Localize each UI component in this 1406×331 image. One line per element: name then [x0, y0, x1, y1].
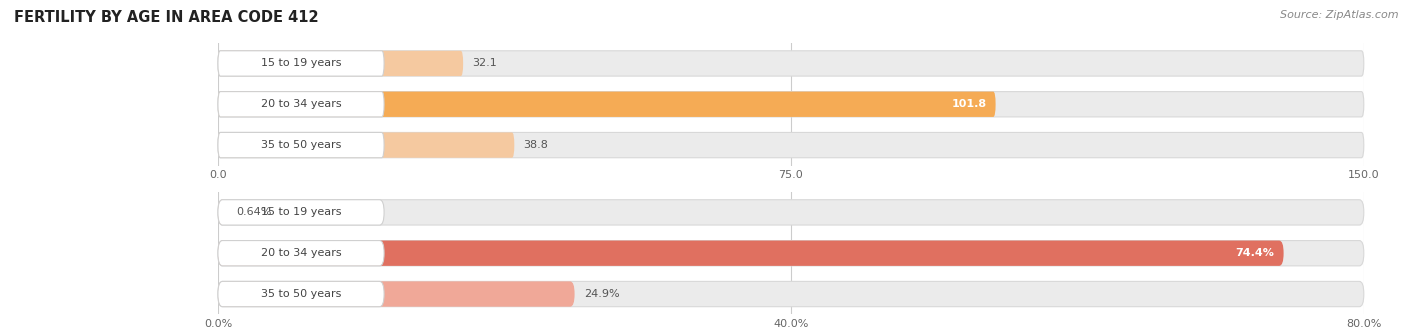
- FancyBboxPatch shape: [218, 241, 384, 266]
- Text: Source: ZipAtlas.com: Source: ZipAtlas.com: [1281, 10, 1399, 20]
- Text: 32.1: 32.1: [472, 59, 498, 69]
- Text: 15 to 19 years: 15 to 19 years: [260, 208, 342, 217]
- FancyBboxPatch shape: [218, 132, 384, 158]
- FancyBboxPatch shape: [218, 51, 384, 76]
- Text: 20 to 34 years: 20 to 34 years: [260, 248, 342, 258]
- FancyBboxPatch shape: [218, 92, 995, 117]
- FancyBboxPatch shape: [218, 200, 1364, 225]
- FancyBboxPatch shape: [218, 281, 575, 307]
- FancyBboxPatch shape: [218, 132, 1364, 158]
- FancyBboxPatch shape: [218, 200, 384, 225]
- Text: 74.4%: 74.4%: [1236, 248, 1274, 258]
- FancyBboxPatch shape: [218, 132, 515, 158]
- FancyBboxPatch shape: [218, 200, 228, 225]
- Text: 101.8: 101.8: [952, 99, 987, 109]
- FancyBboxPatch shape: [218, 241, 1364, 266]
- FancyBboxPatch shape: [218, 92, 384, 117]
- Text: 0.64%: 0.64%: [236, 208, 271, 217]
- Text: 20 to 34 years: 20 to 34 years: [260, 99, 342, 109]
- Text: 35 to 50 years: 35 to 50 years: [262, 289, 342, 299]
- FancyBboxPatch shape: [218, 281, 1364, 307]
- Text: 35 to 50 years: 35 to 50 years: [262, 140, 342, 150]
- Text: 38.8: 38.8: [523, 140, 548, 150]
- FancyBboxPatch shape: [218, 51, 463, 76]
- Text: 15 to 19 years: 15 to 19 years: [260, 59, 342, 69]
- Text: 24.9%: 24.9%: [583, 289, 620, 299]
- FancyBboxPatch shape: [218, 241, 1284, 266]
- FancyBboxPatch shape: [218, 51, 1364, 76]
- FancyBboxPatch shape: [218, 92, 1364, 117]
- Text: FERTILITY BY AGE IN AREA CODE 412: FERTILITY BY AGE IN AREA CODE 412: [14, 10, 319, 25]
- FancyBboxPatch shape: [218, 281, 384, 307]
